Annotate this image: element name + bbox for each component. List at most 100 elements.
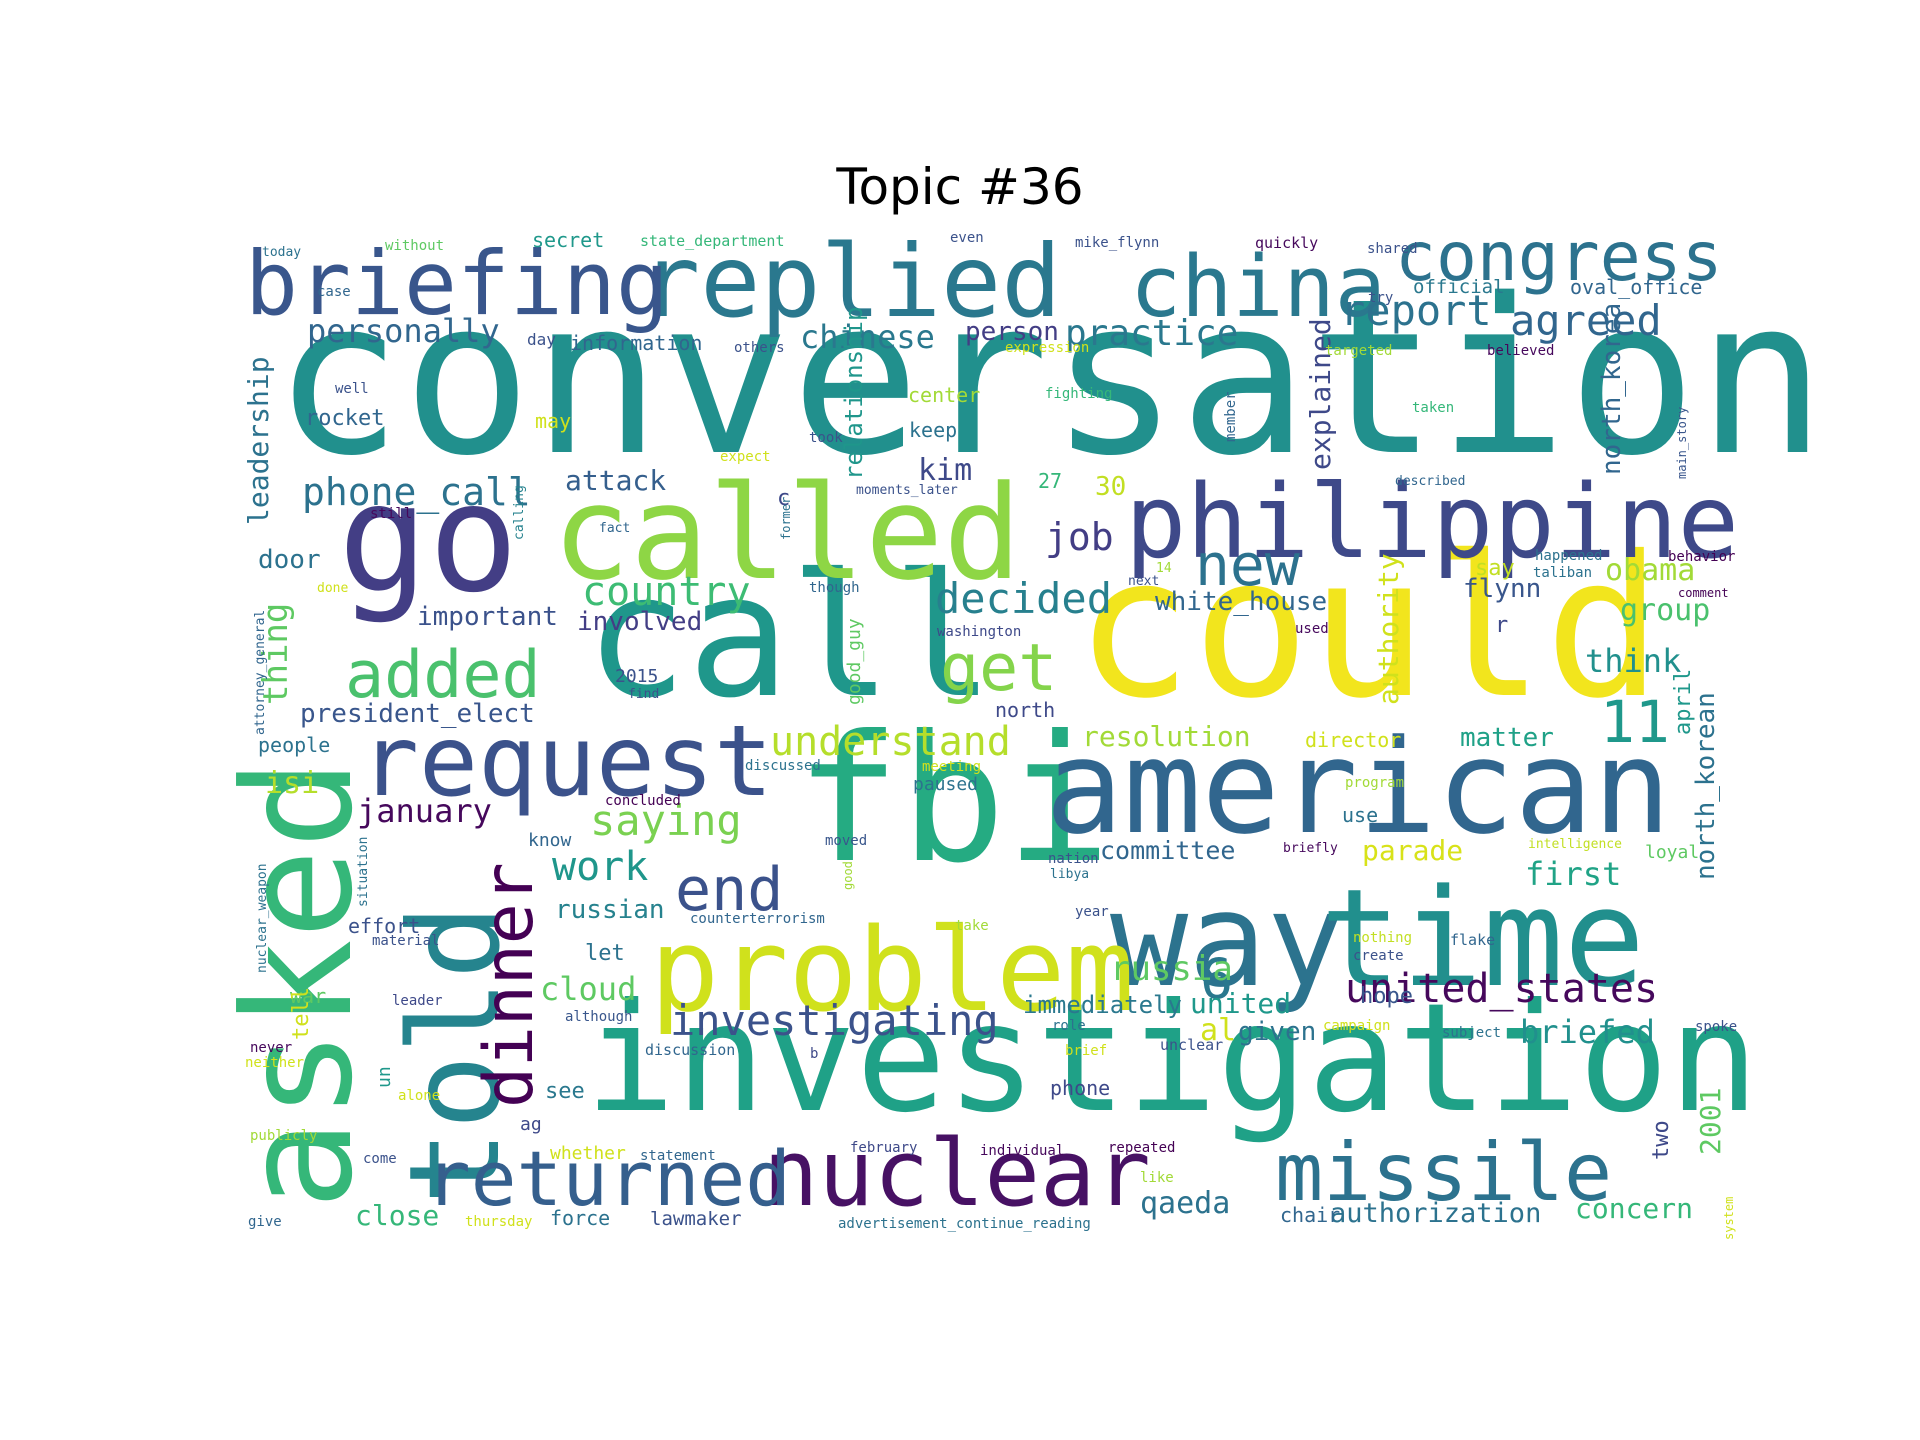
word-door: door — [258, 545, 321, 575]
word-called: called — [552, 457, 1022, 609]
word-never: never — [250, 1040, 292, 1056]
word-good-guy: good_guy — [844, 618, 865, 705]
word-president-elect: president_elect — [300, 699, 535, 729]
word-al: al — [1200, 1013, 1236, 1048]
word-fighting: fighting — [1045, 386, 1112, 402]
word-person: person — [965, 317, 1059, 347]
word-committee: committee — [1100, 836, 1235, 865]
word-china: china — [1130, 238, 1386, 337]
word-briefed: briefed — [1520, 1013, 1655, 1051]
word-given: given — [1238, 1017, 1316, 1047]
word-way: way — [1110, 864, 1345, 1016]
word-nuclear: nuclear — [763, 1120, 1151, 1227]
word-say: say — [1475, 556, 1515, 581]
word-member: member — [1223, 391, 1239, 442]
word-14: 14 — [1156, 561, 1172, 576]
word-fact: fact — [599, 521, 630, 536]
word-asked: asked — [212, 758, 386, 1210]
word-program: program — [1345, 775, 1404, 791]
word-decided: decided — [935, 574, 1112, 623]
word-phone: phone — [1050, 1076, 1110, 1100]
word-force: force — [550, 1206, 610, 1230]
word-authorization: authorization — [1330, 1198, 1541, 1229]
word-even: even — [950, 230, 984, 246]
word-unclear: unclear — [1160, 1036, 1223, 1054]
word-concluded: concluded — [605, 793, 681, 809]
word-returned: returned — [425, 1134, 791, 1223]
word-russia: russia — [1110, 949, 1233, 989]
word-comment: comment — [1678, 586, 1729, 600]
word-first: first — [1525, 855, 1621, 893]
word-february: february — [850, 1140, 917, 1156]
word-important: important — [417, 602, 558, 632]
word-cloud: cloud — [540, 970, 636, 1008]
word-kim: kim — [918, 453, 972, 488]
word-publicly: publicly — [250, 1128, 317, 1144]
word-today: today — [262, 245, 301, 260]
word-try: try — [1368, 290, 1393, 306]
word-end: end — [675, 855, 783, 925]
word-white-house: white_house — [1155, 587, 1327, 617]
word-request: request — [360, 705, 773, 819]
word-state-department: state_department — [640, 232, 785, 250]
word-role: role — [1052, 1018, 1086, 1034]
word-center: center — [908, 383, 980, 407]
word-oval-office: oval_office — [1570, 275, 1702, 299]
word-main-story: main_story — [1675, 407, 1689, 479]
word-leader: leader — [392, 993, 443, 1009]
word-april: april — [1671, 669, 1696, 735]
word-meeting: meeting — [922, 759, 981, 775]
word-briefing: briefing — [245, 232, 669, 335]
word-immediately: immediately — [1023, 991, 1182, 1019]
word-people: people — [258, 733, 330, 757]
word-country: country — [582, 569, 751, 615]
word-united-states: united_states — [1345, 966, 1658, 1012]
word-investigation: investigation — [585, 972, 1759, 1146]
word-united: united — [1190, 987, 1291, 1020]
word-involved: involved — [577, 607, 702, 637]
word-investigating: investigating — [670, 996, 999, 1045]
word-lawmaker: lawmaker — [650, 1208, 742, 1230]
word-chinese: chinese — [800, 318, 935, 356]
word-washington: washington — [937, 624, 1021, 640]
word-c: c — [777, 486, 790, 511]
word-2001: 2001 — [1694, 1088, 1727, 1155]
word-taken: taken — [1412, 400, 1454, 416]
word-6: 6 — [1200, 947, 1233, 1011]
word-create: create — [1353, 948, 1404, 964]
word-new: new — [1195, 531, 1300, 599]
word-good: good — [841, 861, 855, 890]
word-paused: paused — [913, 774, 978, 795]
word-come: come — [363, 1151, 397, 1167]
word-system: system — [1722, 1197, 1736, 1240]
word-work: work — [552, 844, 648, 890]
word-obama: obama — [1605, 553, 1695, 588]
word-give: give — [248, 1214, 282, 1230]
word-understand: understand — [770, 719, 1011, 765]
word-get: get — [940, 631, 1057, 706]
word-may: may — [535, 409, 571, 433]
word-nothing: nothing — [1353, 930, 1412, 946]
word-secret: secret — [532, 228, 604, 252]
word-north: north — [995, 698, 1055, 722]
word-rocket: rocket — [305, 406, 384, 431]
word-ag: ag — [520, 1114, 542, 1135]
word-b: b — [810, 1046, 818, 1062]
word-next: next — [1128, 574, 1159, 589]
word-concern: concern — [1575, 1192, 1693, 1225]
word-practice: practice — [1065, 313, 1238, 354]
word-qaeda: qaeda — [1140, 1186, 1230, 1221]
word-find: find — [628, 687, 659, 702]
word-repeated: repeated — [1108, 1140, 1175, 1156]
word-information: information — [570, 331, 702, 355]
word-brief: brief — [1065, 1043, 1107, 1059]
word-agreed: agreed — [1510, 296, 1662, 345]
word-isi: isi — [265, 766, 319, 801]
word-day: day — [527, 330, 556, 349]
word-discussed: discussed — [745, 758, 821, 774]
word-resolution: resolution — [1082, 720, 1251, 753]
word-conversation: conversation — [273, 252, 1826, 503]
word-r: r — [1495, 613, 1508, 638]
word-go: go — [338, 452, 519, 626]
